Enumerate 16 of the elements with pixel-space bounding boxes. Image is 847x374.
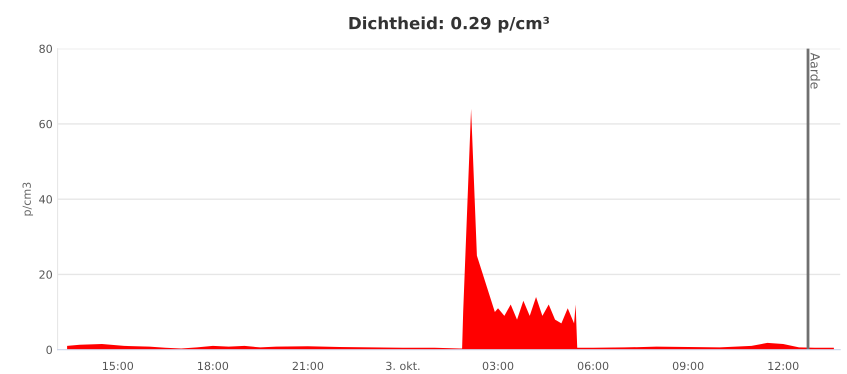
x-tick-label: 03:00: [482, 362, 514, 370]
x-tick-label: 06:00: [578, 362, 608, 370]
y-tick-label: 80: [39, 44, 52, 53]
x-tick-label: 18:00: [198, 362, 228, 370]
y-tick-label: 40: [39, 195, 52, 204]
y-axis-title: p/cm3: [22, 182, 34, 216]
y-tick-label: 60: [39, 120, 52, 128]
x-tick-label: 12:00: [768, 362, 798, 370]
ref-line-label: Aarde: [810, 52, 820, 89]
y-tick-label: 20: [39, 270, 52, 279]
x-tick-label: 15:00: [103, 362, 134, 370]
x-tick-label: 21:00: [292, 362, 324, 370]
y-tick-label: 0: [46, 346, 52, 354]
x-tick-label: 09:00: [672, 362, 704, 370]
chart-title: Dichtheid: 0.29 p/cm³: [349, 16, 550, 33]
x-tick-label: 3. okt.: [386, 361, 420, 370]
